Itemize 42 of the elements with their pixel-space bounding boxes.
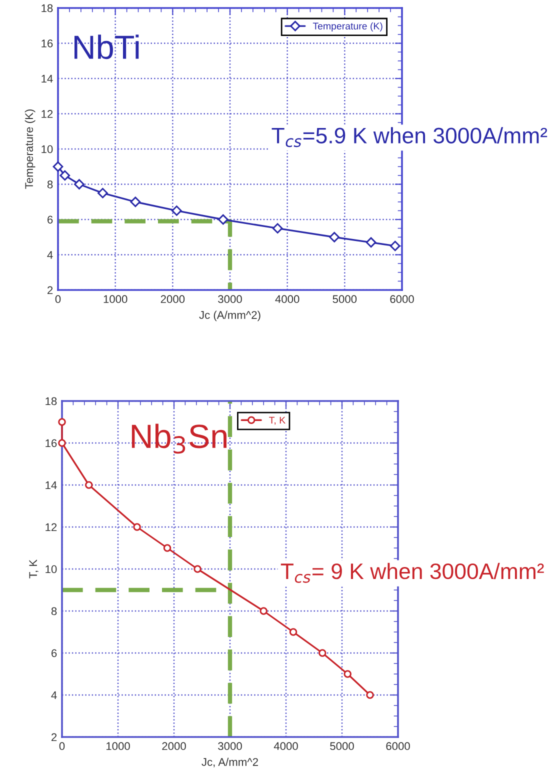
y-tick-label: 8 [51, 607, 57, 616]
y-tick-label: 6 [48, 216, 53, 224]
y-tick-label: 12 [46, 523, 57, 532]
y-tick-label: 10 [46, 565, 57, 574]
legend-label: Temperature (K) [312, 22, 382, 32]
y-tick-label: 16 [42, 40, 53, 48]
x-tick-label: 3000 [218, 742, 242, 750]
x-tick-label: 5000 [332, 295, 357, 304]
x-tick-label: 6000 [390, 295, 414, 304]
legend-label: T, K [269, 416, 286, 425]
y-axis-title: T, K [29, 560, 38, 578]
x-tick-label: 1000 [106, 742, 130, 750]
y-tick-label: 10 [42, 145, 53, 154]
y-tick-label: 18 [46, 397, 57, 406]
y-tick-label: 18 [42, 4, 53, 12]
y-tick-label: 4 [51, 691, 57, 700]
y-axis-title: Temperature (K) [24, 110, 36, 189]
x-tick-label: 5000 [330, 742, 354, 750]
x-tick-label: 4000 [274, 742, 298, 750]
y-tick-label: 12 [42, 110, 53, 118]
x-axis-title: Jc (A/mm^2) [199, 310, 260, 322]
x-tick-label: 3000 [218, 295, 242, 304]
y-tick-label: 16 [46, 439, 57, 448]
y-tick-label: 14 [46, 481, 57, 490]
x-axis-title: Jc, A/mm^2 [202, 758, 258, 768]
y-tick-label: 8 [47, 180, 53, 188]
x-tick-label: 0 [55, 295, 61, 304]
y-tick-label: 4 [47, 251, 53, 259]
x-tick-label: 0 [59, 742, 65, 750]
x-tick-label: 4000 [275, 295, 300, 304]
x-tick-label: 1000 [104, 295, 128, 304]
y-tick-label: 14 [42, 74, 53, 83]
annotation: Nb$_{3}$Sn [132, 424, 226, 454]
x-tick-label: 2000 [160, 295, 185, 304]
y-tick-label: 2 [48, 286, 53, 294]
annotation: NbTi [74, 34, 139, 60]
y-tick-label: 2 [52, 733, 57, 742]
y-tick-label: 6 [52, 649, 57, 658]
x-tick-label: 6000 [386, 742, 410, 750]
x-tick-label: 2000 [162, 742, 186, 750]
annotation: T$_{cs}$=5.9 K when 3000A/mm² [272, 127, 548, 148]
annotation: T$_{cs}$= 9 K when 3000A/mm² [280, 562, 544, 583]
